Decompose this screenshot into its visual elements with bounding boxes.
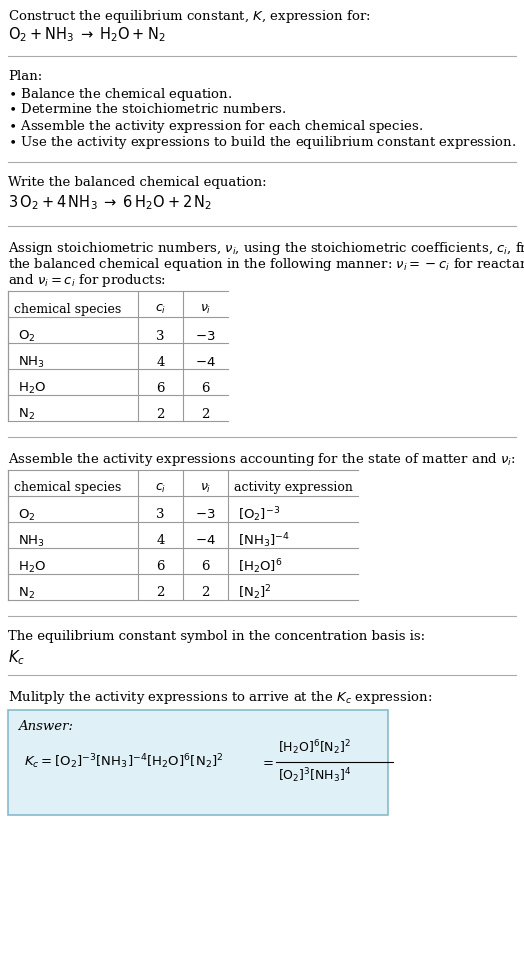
Text: $\mathrm{O_2}$: $\mathrm{O_2}$ [18,328,36,344]
Text: 6: 6 [201,381,210,395]
Text: Write the balanced chemical equation:: Write the balanced chemical equation: [8,176,267,189]
Text: $c_i$: $c_i$ [155,302,166,316]
Text: $\mathrm{H_2O}$: $\mathrm{H_2O}$ [18,560,46,574]
Text: $\nu_i$: $\nu_i$ [200,302,211,316]
Text: $[\mathrm{H_2O}]^{6}$: $[\mathrm{H_2O}]^{6}$ [238,558,282,576]
Text: Assign stoichiometric numbers, $\nu_i$, using the stoichiometric coefficients, $: Assign stoichiometric numbers, $\nu_i$, … [8,240,524,257]
Text: $[\mathrm{N_2}]^{2}$: $[\mathrm{N_2}]^{2}$ [238,584,271,602]
Text: $\mathrm{3\,O_2 + 4\,NH_3 \;\rightarrow\; 6\,H_2O + 2\,N_2}$: $\mathrm{3\,O_2 + 4\,NH_3 \;\rightarrow\… [8,193,212,211]
Text: $K_c$: $K_c$ [8,648,25,667]
Text: 3: 3 [156,329,165,343]
Text: 6: 6 [156,561,165,573]
Text: $-3$: $-3$ [195,329,216,343]
Text: $=$: $=$ [260,756,274,768]
Text: 2: 2 [156,407,165,421]
Text: $[\mathrm{NH_3}]^{-4}$: $[\mathrm{NH_3}]^{-4}$ [238,532,290,550]
Text: $\bullet$ Determine the stoichiometric numbers.: $\bullet$ Determine the stoichiometric n… [8,102,286,116]
Text: $\mathrm{O_2 + NH_3 \;\rightarrow\; H_2O + N_2}$: $\mathrm{O_2 + NH_3 \;\rightarrow\; H_2O… [8,25,166,43]
Text: 6: 6 [201,561,210,573]
Text: 2: 2 [201,587,210,599]
Text: $-4$: $-4$ [195,355,216,369]
Text: $K_c = [\mathrm{O_2}]^{-3} [\mathrm{NH_3}]^{-4} [\mathrm{H_2O}]^{6} [\mathrm{N_2: $K_c = [\mathrm{O_2}]^{-3} [\mathrm{NH_3… [24,753,224,771]
Text: $-3$: $-3$ [195,509,216,521]
Text: $[\mathrm{H_2O}]^{6} [\mathrm{N_2}]^{2}$: $[\mathrm{H_2O}]^{6} [\mathrm{N_2}]^{2}$ [278,738,351,758]
Text: Assemble the activity expressions accounting for the state of matter and $\nu_i$: Assemble the activity expressions accoun… [8,451,516,468]
Text: $[\mathrm{O_2}]^{-3}$: $[\mathrm{O_2}]^{-3}$ [238,506,280,524]
Text: $\bullet$ Assemble the activity expression for each chemical species.: $\bullet$ Assemble the activity expressi… [8,118,423,135]
Text: and $\nu_i = c_i$ for products:: and $\nu_i = c_i$ for products: [8,272,166,289]
Text: $\bullet$ Use the activity expressions to build the equilibrium constant express: $\bullet$ Use the activity expressions t… [8,134,516,151]
Text: 4: 4 [156,355,165,369]
Text: The equilibrium constant symbol in the concentration basis is:: The equilibrium constant symbol in the c… [8,630,425,643]
Text: Construct the equilibrium constant, $K$, expression for:: Construct the equilibrium constant, $K$,… [8,8,370,25]
Text: $\nu_i$: $\nu_i$ [200,482,211,494]
Text: Mulitply the activity expressions to arrive at the $K_c$ expression:: Mulitply the activity expressions to arr… [8,689,432,706]
Text: $\mathrm{NH_3}$: $\mathrm{NH_3}$ [18,354,45,370]
Text: $\mathrm{N_2}$: $\mathrm{N_2}$ [18,586,35,600]
Text: Answer:: Answer: [18,720,73,733]
Text: 4: 4 [156,535,165,547]
Text: 6: 6 [156,381,165,395]
Text: $\bullet$ Balance the chemical equation.: $\bullet$ Balance the chemical equation. [8,86,233,103]
Text: Plan:: Plan: [8,70,42,83]
Text: $c_i$: $c_i$ [155,482,166,494]
Text: $[\mathrm{O_2}]^{3} [\mathrm{NH_3}]^{4}$: $[\mathrm{O_2}]^{3} [\mathrm{NH_3}]^{4}$ [278,766,351,786]
Text: $-4$: $-4$ [195,535,216,547]
Text: 3: 3 [156,509,165,521]
Text: 2: 2 [201,407,210,421]
Text: 2: 2 [156,587,165,599]
Text: $\mathrm{NH_3}$: $\mathrm{NH_3}$ [18,534,45,548]
Text: $\mathrm{N_2}$: $\mathrm{N_2}$ [18,406,35,422]
Text: $\mathrm{H_2O}$: $\mathrm{H_2O}$ [18,380,46,396]
Text: chemical species: chemical species [14,482,121,494]
Text: chemical species: chemical species [14,302,121,316]
Text: $\mathrm{O_2}$: $\mathrm{O_2}$ [18,508,36,523]
Text: the balanced chemical equation in the following manner: $\nu_i = -c_i$ for react: the balanced chemical equation in the fo… [8,256,524,273]
Bar [8,710,388,815]
Text: activity expression: activity expression [234,482,353,494]
